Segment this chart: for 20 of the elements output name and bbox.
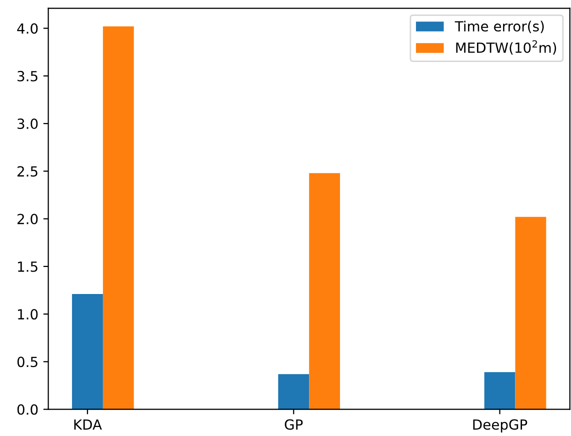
y-tick-label: 1.0 (18, 309, 38, 320)
y-tick-label: 1.5 (18, 262, 38, 272)
bar (102, 26, 134, 410)
y-tick-label: 0.0 (17, 404, 38, 415)
bar (309, 173, 340, 410)
x-tick-label: DeepGP (473, 419, 528, 432)
y-tick-label: 2.5 (18, 166, 38, 177)
y-tick-label: 2.0 (18, 214, 38, 224)
y-tick-label: 0.5 (17, 356, 38, 368)
legend-label: MEDTW(10$^{2}$m) (456, 40, 556, 55)
bar (278, 374, 310, 410)
bar (484, 372, 516, 410)
y-tick-label: 3.5 (18, 70, 38, 82)
y-tick-label: 3.0 (18, 118, 38, 130)
x-tick-label: GP (284, 419, 303, 430)
x-tick-label: KDA (74, 419, 102, 430)
legend-label: Time error(s) (454, 20, 544, 34)
bar (72, 294, 103, 410)
y-tick-label: 4.0 (17, 23, 38, 34)
bar (515, 216, 546, 410)
